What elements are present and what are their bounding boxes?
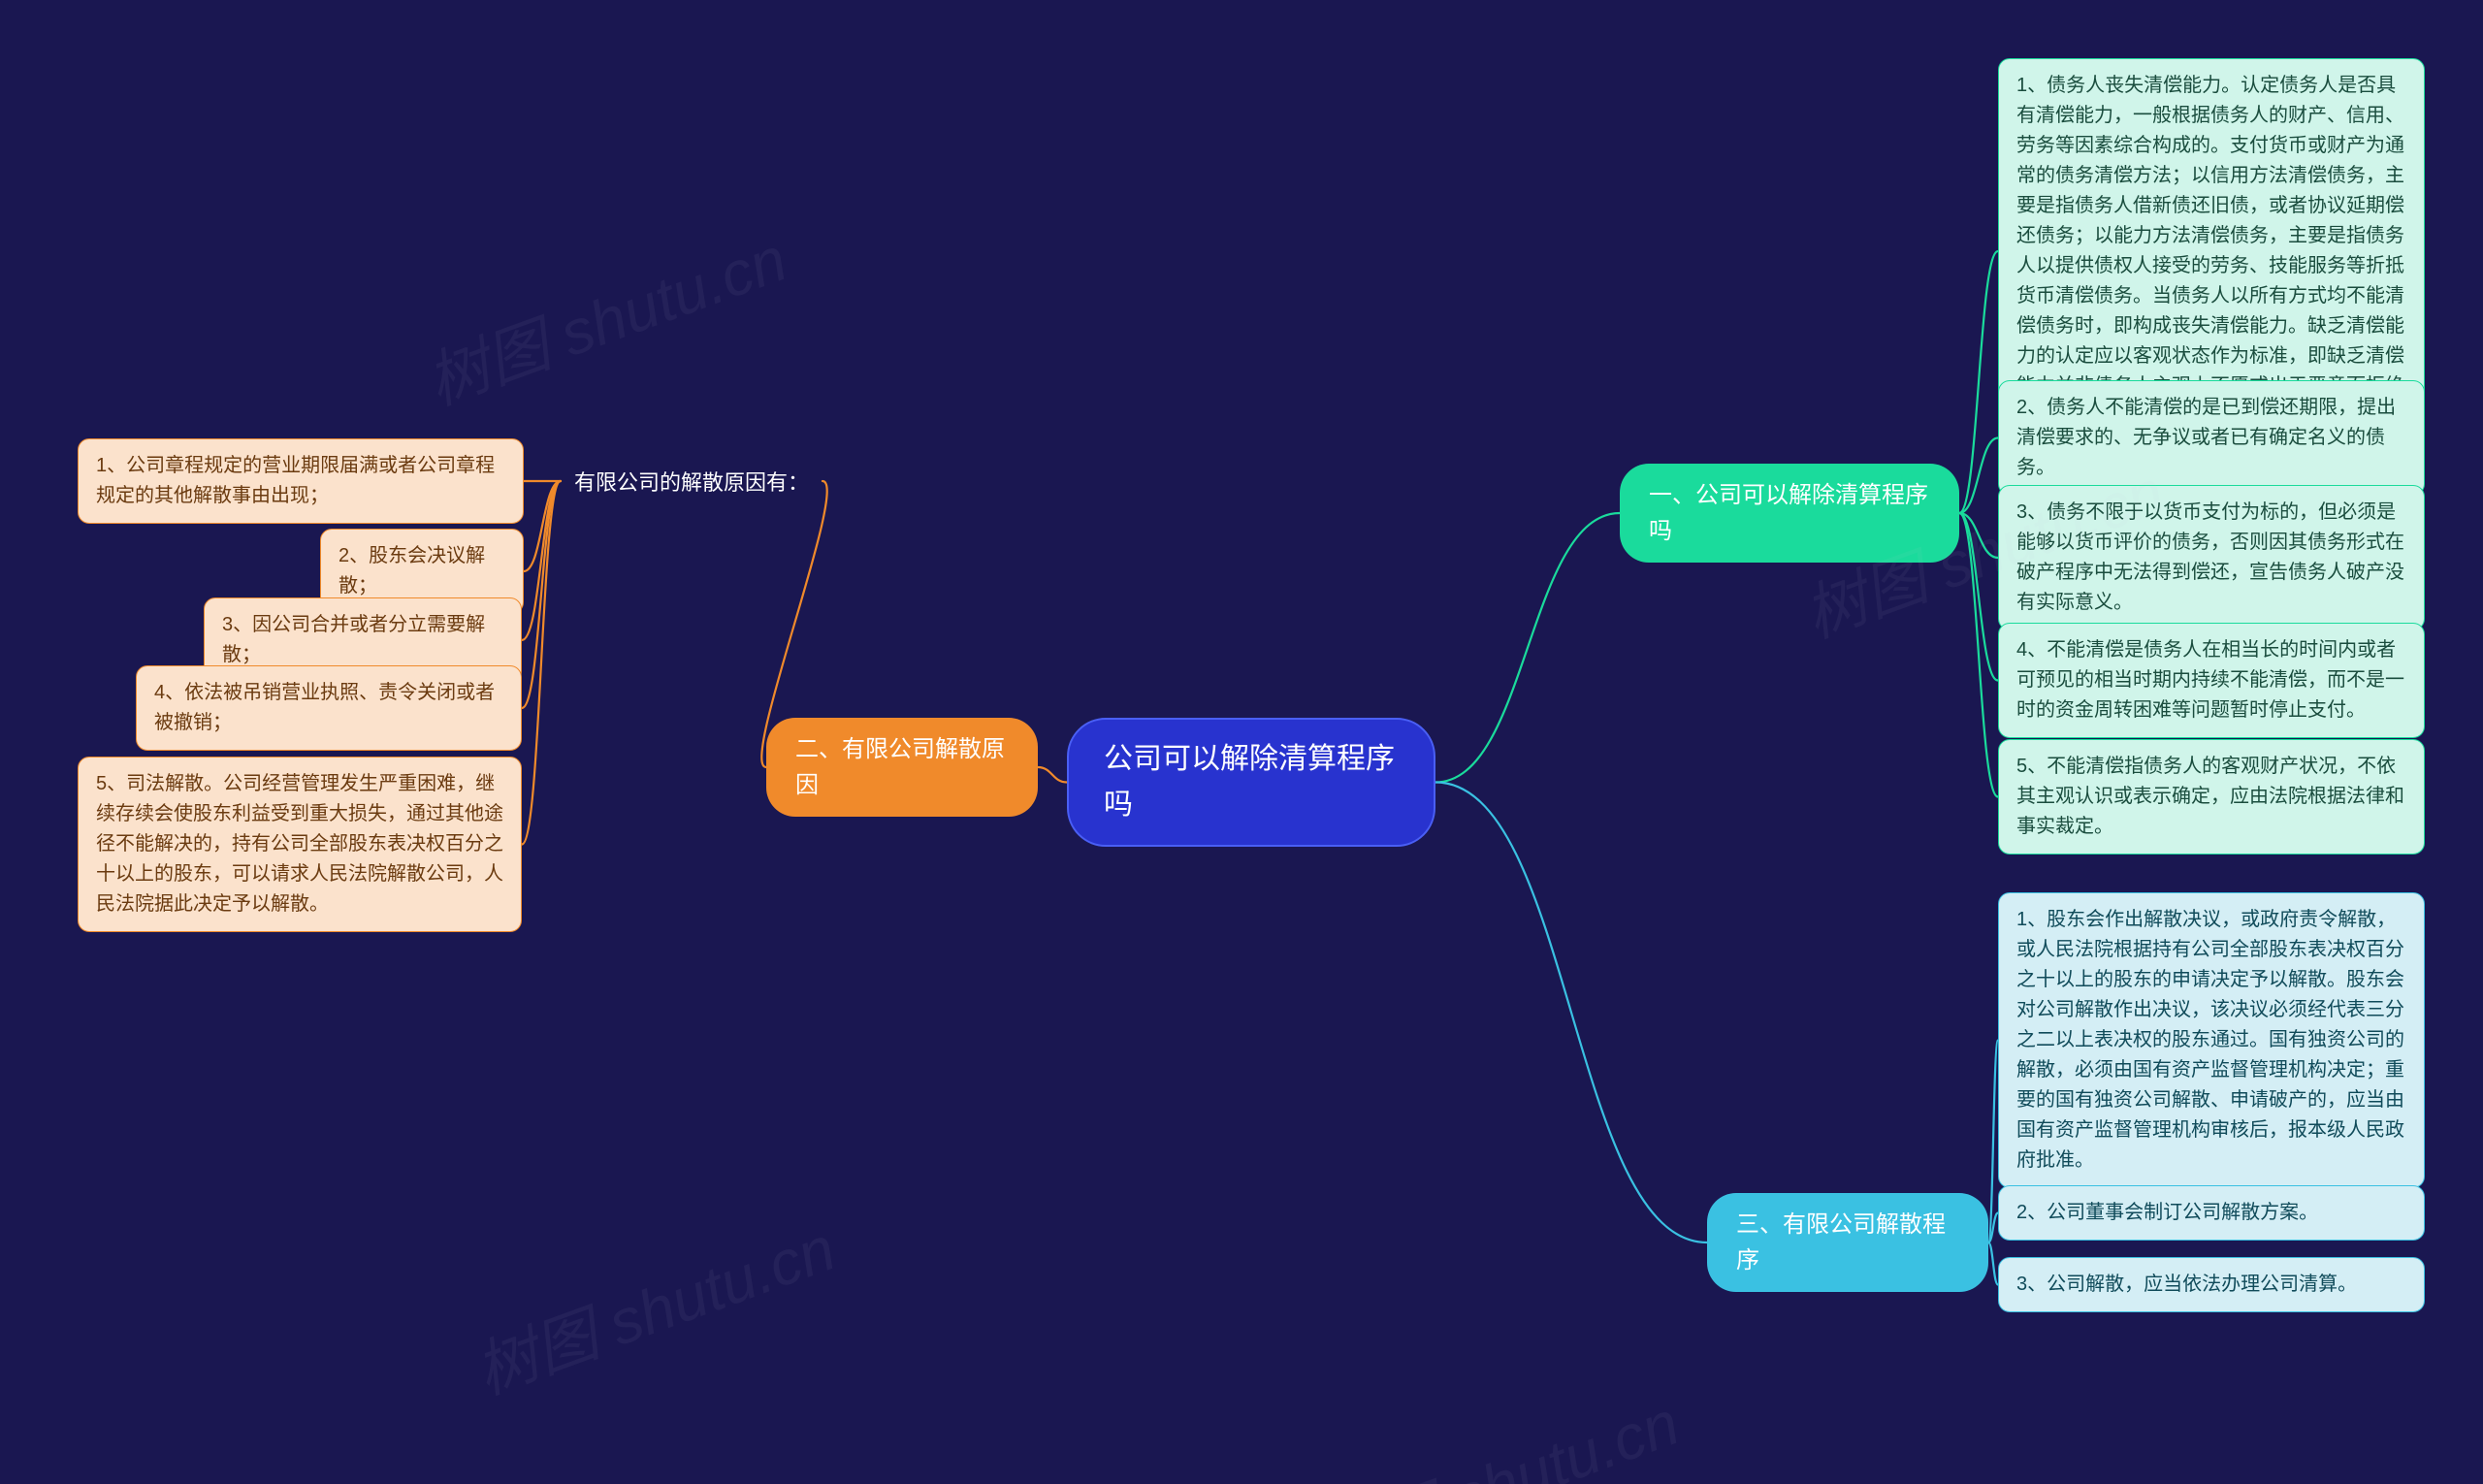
leaf-b3-2[interactable]: 2、公司董事会制订公司解散方案。	[1998, 1185, 2425, 1241]
branch-node-1[interactable]: 一、公司可以解除清算程序吗	[1620, 464, 1959, 563]
leaf-b2-1[interactable]: 1、公司章程规定的营业期限届满或者公司章程规定的其他解散事由出现；	[78, 438, 524, 524]
leaf-b3-1[interactable]: 1、股东会作出解散决议，或政府责令解散，或人民法院根据持有公司全部股东表决权百分…	[1998, 892, 2425, 1188]
leaf-b1-3[interactable]: 3、债务不限于以货币支付为标的，但必须是能够以货币评价的债务，否则因其债务形式在…	[1998, 485, 2425, 630]
branch-2-subhead: 有限公司的解散原因有：	[561, 458, 822, 504]
leaf-b1-5[interactable]: 5、不能清偿指债务人的客观财产状况，不依其主观认识或表示确定，应由法院根据法律和…	[1998, 739, 2425, 855]
leaf-b1-4[interactable]: 4、不能清偿是债务人在相当长的时间内或者可预见的相当时期内持续不能清偿，而不是一…	[1998, 623, 2425, 738]
mindmap-canvas: 公司可以解除清算程序吗 一、公司可以解除清算程序吗 1、债务人丧失清偿能力。认定…	[0, 0, 2483, 1484]
branch-node-2[interactable]: 二、有限公司解散原因	[766, 718, 1038, 817]
branch-node-3[interactable]: 三、有限公司解散程序	[1707, 1193, 1988, 1292]
leaf-b2-4[interactable]: 4、依法被吊销营业执照、责令关闭或者被撤销；	[136, 665, 522, 751]
leaf-b3-3[interactable]: 3、公司解散，应当依法办理公司清算。	[1998, 1257, 2425, 1312]
leaf-b1-2[interactable]: 2、债务人不能清偿的是已到偿还期限，提出清偿要求的、无争议或者已有确定名义的债务…	[1998, 380, 2425, 496]
center-node[interactable]: 公司可以解除清算程序吗	[1067, 718, 1435, 847]
watermark: 树图 shutu.cn	[462, 1199, 846, 1411]
watermark: 树图 shutu.cn	[1306, 1373, 1690, 1484]
leaf-b2-5[interactable]: 5、司法解散。公司经营管理发生严重困难，继续存续会使股东利益受到重大损失，通过其…	[78, 757, 522, 932]
watermark: 树图 shutu.cn	[413, 210, 797, 422]
